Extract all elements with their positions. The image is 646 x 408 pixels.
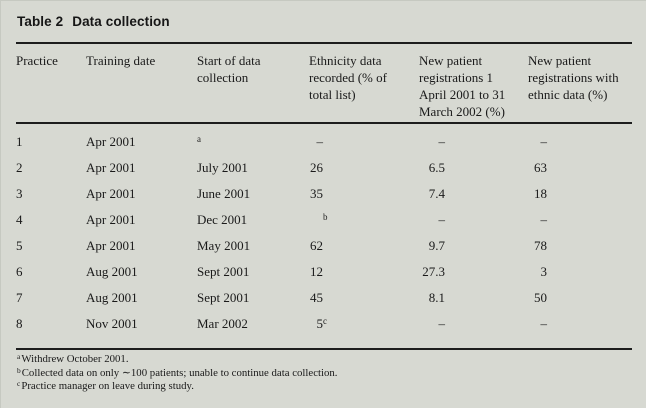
cell-ethnicity: 35 bbox=[310, 186, 323, 201]
cell-registrations: 6.5 bbox=[428, 160, 445, 175]
column-header-new-patient-registrations: New patient registrations 1 April 2001 t… bbox=[419, 53, 506, 119]
column-header-registrations-with-ethnic-data: New patient registrations with ethnic da… bbox=[528, 53, 619, 102]
cell-practice: 8 bbox=[16, 316, 23, 331]
cell-with-ethnic-data: – bbox=[540, 212, 548, 227]
horizontal-rule-top bbox=[16, 42, 632, 44]
footnote-text: Withdrew October 2001. bbox=[21, 353, 129, 365]
cell-with-ethnic-data: 63 bbox=[534, 160, 547, 175]
cell-start: Sept 2001 bbox=[197, 290, 250, 305]
table-row: 2 Apr 2001 July 2001 26 6.5 63 bbox=[16, 155, 632, 181]
cell-registrations: – bbox=[438, 212, 446, 227]
footnote-text: Collected data on only ∼100 patients; un… bbox=[21, 366, 338, 379]
cell-start: June 2001 bbox=[197, 186, 251, 201]
footnote-marker: a bbox=[197, 133, 201, 144]
table-row: 4 Apr 2001 Dec 2001 b – – bbox=[16, 207, 632, 233]
cell-registrations: 9.7 bbox=[428, 238, 445, 253]
cell-training-date: Apr 2001 bbox=[86, 186, 136, 201]
cell-practice: 5 bbox=[16, 238, 23, 253]
cell-registrations: 27.3 bbox=[422, 264, 445, 279]
table-row: 6 Aug 2001 Sept 2001 12 27.3 3 bbox=[16, 259, 632, 285]
footnote-marker: c bbox=[17, 379, 21, 389]
cell-start: Sept 2001 bbox=[197, 264, 250, 279]
cell-ethnicity: 45 bbox=[310, 290, 323, 305]
cell-start: Dec 2001 bbox=[197, 212, 248, 227]
table-header-row: Practice Training date Start of data col… bbox=[16, 52, 632, 120]
cell-start: a bbox=[197, 129, 309, 155]
cell-training-date: Apr 2001 bbox=[86, 134, 136, 149]
cell-training-date: Apr 2001 bbox=[86, 160, 136, 175]
cell-registrations: – bbox=[438, 316, 446, 331]
footnote: cPractice manager on leave during study. bbox=[17, 380, 338, 394]
cell-training-date: Aug 2001 bbox=[86, 264, 138, 279]
cell-ethnicity: – bbox=[316, 134, 324, 149]
column-header-start-of-data-collection: Start of data collection bbox=[197, 53, 261, 85]
cell-practice: 6 bbox=[16, 264, 23, 279]
footnotes: aWithdrew October 2001. bCollected data … bbox=[17, 353, 338, 394]
footnote: aWithdrew October 2001. bbox=[17, 353, 338, 367]
table-row: 5 Apr 2001 May 2001 62 9.7 78 bbox=[16, 233, 632, 259]
column-header-ethnicity-data-recorded: Ethnicity data recorded (% of total list… bbox=[309, 53, 387, 102]
cell-registrations: – bbox=[438, 134, 446, 149]
horizontal-rule-bottom bbox=[16, 348, 632, 350]
cell-with-ethnic-data: – bbox=[540, 316, 548, 331]
table-title: Data collection bbox=[72, 14, 170, 29]
cell-ethnicity: 62 bbox=[310, 238, 323, 253]
cell-registrations: 8.1 bbox=[428, 290, 445, 305]
column-header-practice: Practice bbox=[16, 53, 58, 68]
cell-practice: 3 bbox=[16, 186, 23, 201]
cell-practice: 4 bbox=[16, 212, 23, 227]
cell-ethnicity: b bbox=[309, 207, 419, 233]
cell-ethnicity: 26 bbox=[310, 160, 323, 175]
cell-ethnicity: 12 bbox=[310, 264, 323, 279]
cell-practice: 7 bbox=[16, 290, 23, 305]
cell-training-date: Aug 2001 bbox=[86, 290, 138, 305]
footnote-marker: a bbox=[17, 352, 21, 362]
cell-registrations: 7.4 bbox=[428, 186, 445, 201]
cell-start: Mar 2002 bbox=[197, 316, 248, 331]
table-caption: Table 2 Data collection bbox=[17, 14, 170, 29]
cell-ethnicity: 5c bbox=[316, 315, 327, 331]
cell-with-ethnic-data: 18 bbox=[534, 186, 547, 201]
cell-practice: 2 bbox=[16, 160, 23, 175]
cell-with-ethnic-data: – bbox=[540, 134, 548, 149]
table-row: 1 Apr 2001 a – – – bbox=[16, 129, 632, 155]
cell-with-ethnic-data: 50 bbox=[534, 290, 547, 305]
cell-start: May 2001 bbox=[197, 238, 251, 253]
cell-training-date: Apr 2001 bbox=[86, 212, 136, 227]
footnote-text: Practice manager on leave during study. bbox=[21, 380, 194, 392]
cell-practice: 1 bbox=[16, 134, 23, 149]
footnote-marker: b bbox=[17, 365, 21, 375]
cell-training-date: Apr 2001 bbox=[86, 238, 136, 253]
footnote: bCollected data on only ∼100 patients; u… bbox=[17, 367, 338, 381]
cell-training-date: Nov 2001 bbox=[86, 316, 138, 331]
cell-with-ethnic-data: 3 bbox=[540, 264, 548, 279]
table-row: 3 Apr 2001 June 2001 35 7.4 18 bbox=[16, 181, 632, 207]
horizontal-rule-header bbox=[16, 122, 632, 124]
cell-with-ethnic-data: 78 bbox=[534, 238, 547, 253]
footnote-marker: c bbox=[323, 315, 327, 326]
table-row: 7 Aug 2001 Sept 2001 45 8.1 50 bbox=[16, 285, 632, 311]
table-row: 8 Nov 2001 Mar 2002 5c – – bbox=[16, 311, 632, 337]
footnote-marker: b bbox=[323, 211, 328, 222]
table-body: 1 Apr 2001 a – – – 2 Apr 2001 July 2001 … bbox=[16, 129, 632, 337]
column-header-training-date: Training date bbox=[86, 53, 156, 68]
table-label: Table 2 bbox=[17, 14, 64, 29]
cell-start: July 2001 bbox=[197, 160, 248, 175]
